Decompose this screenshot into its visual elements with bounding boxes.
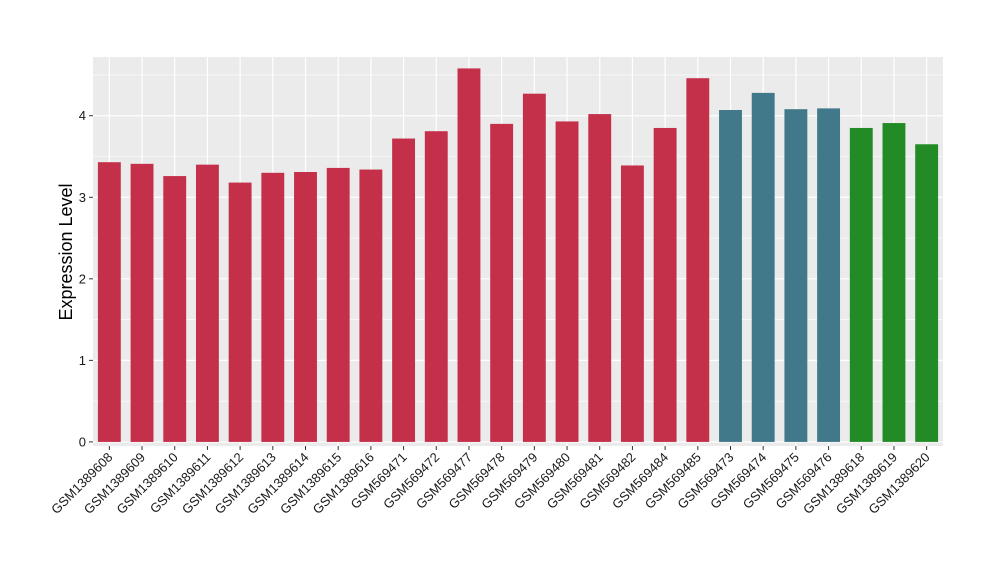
bar-GSM1389611 (195, 164, 219, 442)
y-tick-label: 3 (79, 190, 86, 205)
bar-GSM569484 (653, 127, 677, 442)
bar-GSM569474 (751, 92, 775, 442)
bar-GSM569478 (490, 123, 514, 442)
bar-GSM1389613 (261, 172, 285, 442)
bar-GSM569480 (555, 121, 579, 442)
bar-GSM1389618 (849, 127, 873, 442)
bar-GSM1389616 (359, 169, 383, 442)
y-tick-label: 1 (79, 353, 86, 368)
y-tick-label: 4 (79, 108, 86, 123)
bar-GSM569475 (784, 109, 808, 442)
bar-GSM1389608 (97, 162, 121, 442)
bar-GSM1389609 (130, 163, 154, 442)
y-tick-label: 0 (79, 434, 86, 449)
y-axis: 0 1 2 3 4 (79, 108, 93, 449)
bar-GSM1389614 (294, 171, 317, 442)
bar-GSM569477 (457, 68, 481, 442)
y-axis-title: Expression Level (56, 183, 76, 320)
bar-GSM569471 (392, 138, 416, 442)
bar-GSM569472 (424, 131, 448, 442)
x-axis: GSM1389608GSM1389609GSM1389610GSM1389611… (48, 446, 933, 517)
bar-GSM569476 (817, 108, 841, 442)
bar-GSM569485 (686, 78, 710, 442)
bar-GSM569481 (588, 114, 612, 442)
bar-GSM1389610 (163, 176, 187, 442)
bar-GSM569479 (522, 93, 546, 442)
bar-GSM569482 (620, 165, 644, 442)
y-tick-label: 2 (79, 271, 86, 286)
bars (97, 68, 939, 442)
bar-GSM569473 (719, 110, 742, 442)
bar-GSM1389615 (326, 167, 350, 442)
bar-GSM1389619 (882, 123, 906, 442)
bar-GSM1389612 (228, 182, 252, 442)
bar-GSM1389620 (915, 144, 939, 442)
